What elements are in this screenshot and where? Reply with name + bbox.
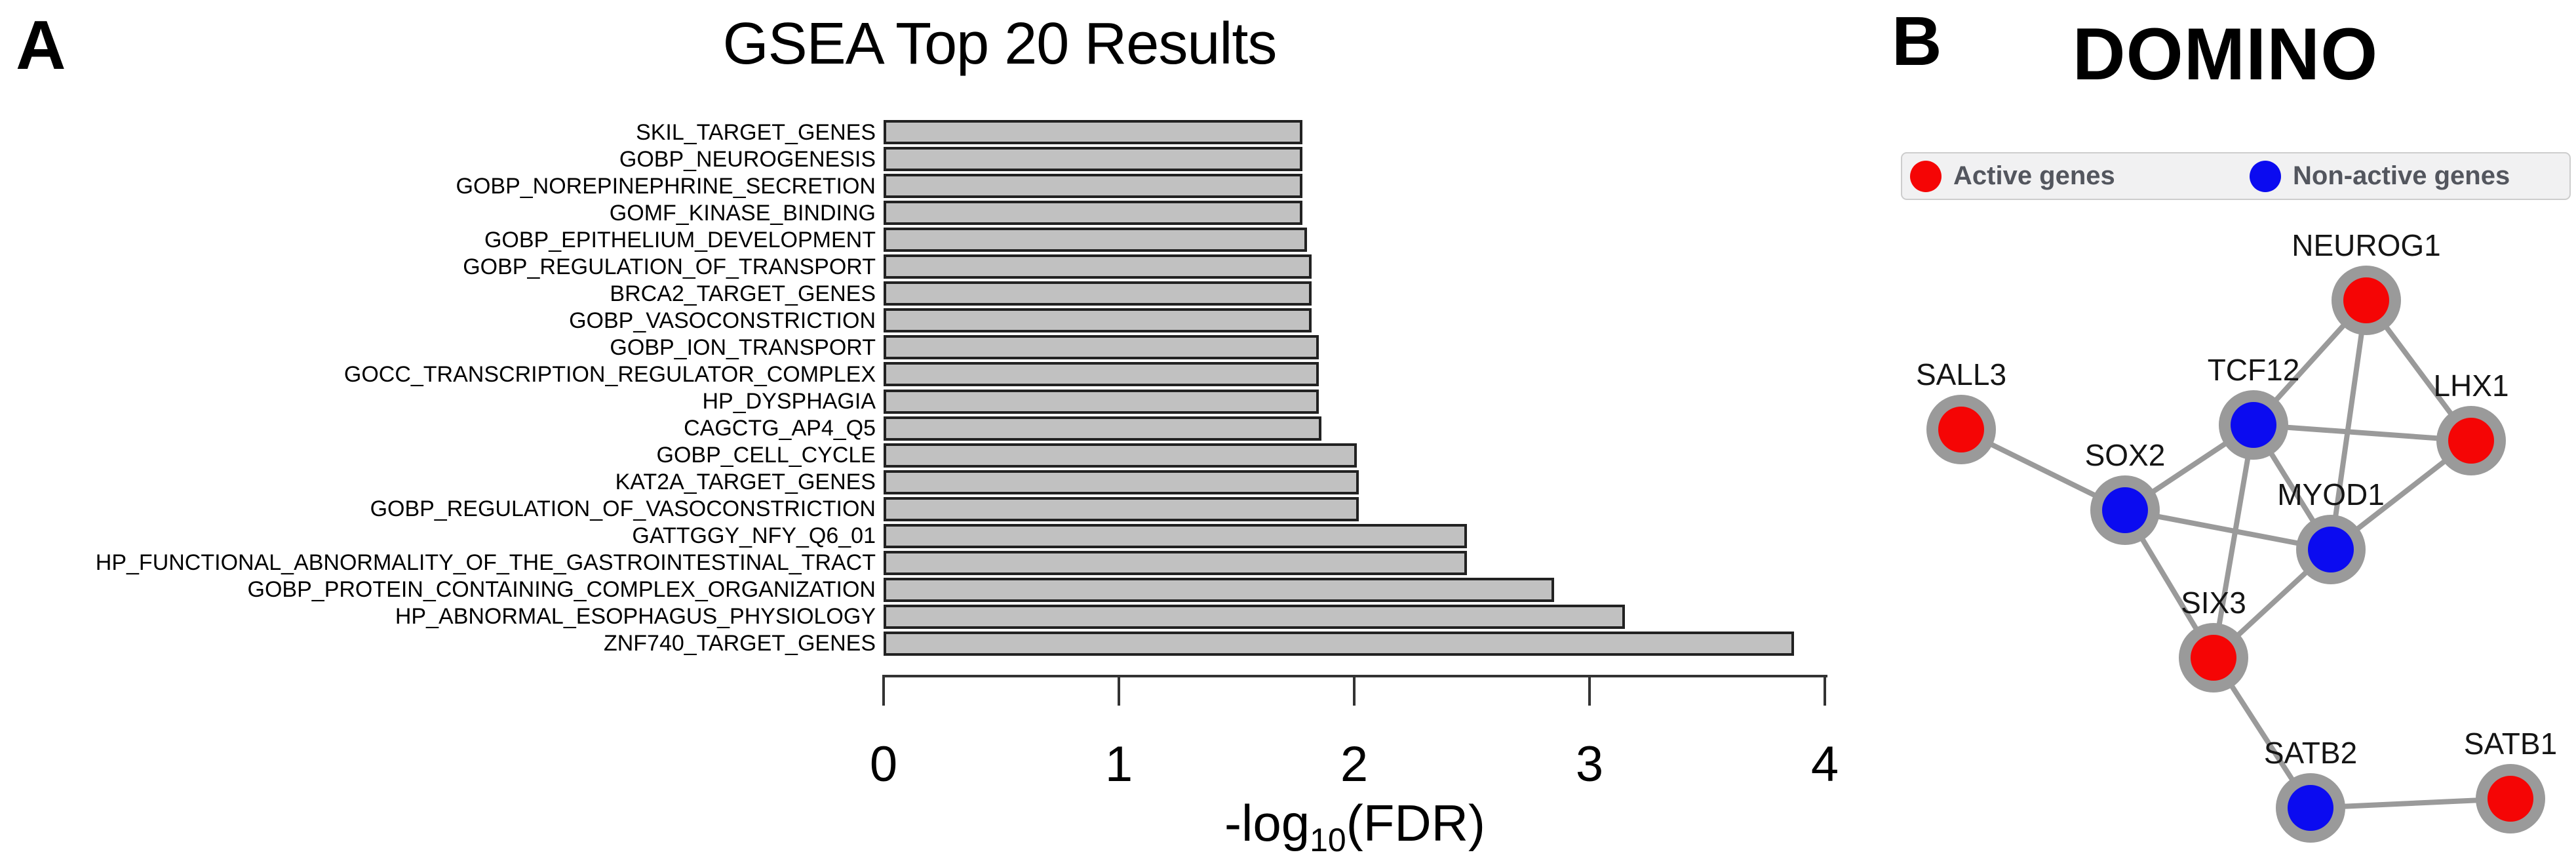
network-legend: Active genes Non-active genes [1901, 152, 2571, 200]
gene-node-label: SALL3 [1916, 357, 2006, 391]
bar-label: GOBP_CELL_CYCLE [656, 443, 876, 468]
network-edge [2328, 300, 2369, 550]
bar-label: GOBP_ION_TRANSPORT [610, 334, 876, 360]
bar [884, 201, 1302, 226]
x-axis-tick [1118, 675, 1120, 706]
gene-node-label: NEUROG1 [2292, 228, 2440, 262]
bar [884, 443, 1357, 468]
gene-node [2343, 277, 2389, 323]
gene-node-label: SOX2 [2085, 438, 2166, 472]
bar [884, 228, 1307, 252]
bar-label: GOBP_NOREPINEPHRINE_SECRETION [456, 173, 876, 199]
panel-b-label: B [1892, 3, 1942, 80]
gene-node-label: SIX3 [2181, 586, 2246, 620]
legend-item-non-active-genes: Non-active genes [2250, 153, 2510, 199]
bar-label: GOBP_REGULATION_OF_TRANSPORT [463, 254, 876, 279]
bar [884, 335, 1319, 360]
bar-label: HP_ABNORMAL_ESOPHAGUS_PHYSIOLOGY [395, 604, 876, 630]
legend-label-non-active-genes: Non-active genes [2293, 161, 2510, 190]
bar [884, 362, 1319, 387]
x-axis-tick [1824, 675, 1826, 706]
gene-node-label: MYOD1 [2277, 477, 2385, 512]
bar-label: CAGCTG_AP4_Q5 [684, 416, 876, 441]
bar-label: BRCA2_TARGET_GENES [610, 281, 876, 306]
gene-node [2448, 418, 2494, 464]
bar-label: GOBP_REGULATION_OF_VASOCONSTRICTION [370, 496, 876, 522]
bar-label: GOCC_TRANSCRIPTION_REGULATOR_COMPLEX [343, 361, 876, 387]
bar [884, 604, 1625, 629]
bar [884, 496, 1359, 521]
gene-node [2488, 776, 2533, 822]
x-axis-tick-label: 0 [869, 736, 898, 792]
gene-node [1938, 407, 1984, 452]
network-edge [2253, 422, 2472, 443]
non-active-genes-dot-icon [2250, 160, 2281, 192]
bar-label: ZNF740_TARGET_GENES [603, 631, 876, 656]
bar-label: GATTGGY_NFY_Q6_01 [632, 523, 876, 549]
bar [884, 281, 1312, 306]
x-axis-tick [1588, 675, 1591, 706]
bar-label: GOMF_KINASE_BINDING [609, 200, 876, 226]
gene-node-label: TCF12 [2208, 353, 2300, 387]
network-edge [2124, 508, 2332, 552]
legend-label-active-genes: Active genes [1953, 161, 2115, 190]
bar [884, 389, 1319, 414]
bar [884, 550, 1467, 575]
domino-title: DOMINO [2072, 13, 2379, 95]
bar-label: GOBP_PROTEIN_CONTAINING_COMPLEX_ORGANIZA… [247, 577, 876, 603]
gene-node [2288, 785, 2333, 831]
bar [884, 577, 1554, 602]
x-axis-title-prefix: -log [1224, 794, 1310, 852]
bar-label: HP_FUNCTIONAL_ABNORMALITY_OF_THE_GASTROI… [95, 550, 876, 576]
bar [884, 147, 1302, 172]
bar-label: GOBP_NEUROGENESIS [619, 146, 876, 172]
bar [884, 308, 1312, 333]
active-genes-dot-icon [1910, 160, 1942, 192]
bar [884, 631, 1794, 656]
bar [884, 416, 1321, 441]
x-axis-tick-label: 3 [1575, 736, 1604, 792]
bar-label: KAT2A_TARGET_GENES [615, 470, 876, 495]
gene-node [2308, 527, 2354, 572]
x-axis-tick-label: 4 [1810, 736, 1839, 792]
bar-label: GOBP_EPITHELIUM_DEVELOPMENT [484, 227, 876, 252]
gene-node [2191, 635, 2236, 681]
gene-node-label: SATB1 [2464, 727, 2557, 761]
bar-label: HP_DYSPHAGIA [702, 389, 876, 414]
gene-node-label: LHX1 [2433, 369, 2508, 403]
bar-label: GOBP_VASOCONSTRICTION [569, 308, 876, 333]
network-edge [2211, 424, 2256, 658]
bar [884, 254, 1312, 279]
bar [884, 120, 1302, 144]
x-axis-tick-label: 1 [1104, 736, 1133, 792]
panel-a-label: A [16, 7, 66, 84]
x-axis-title-suffix: (FDR) [1346, 794, 1485, 852]
x-axis-tick-label: 2 [1340, 736, 1369, 792]
bar [884, 470, 1359, 494]
bar-label: SKIL_TARGET_GENES [636, 119, 876, 145]
x-axis-tick [882, 675, 885, 706]
bar [884, 523, 1467, 548]
gene-node [2102, 487, 2148, 533]
x-axis-title-subscript: 10 [1310, 822, 1346, 858]
x-axis-title: -log10(FDR) [884, 793, 1826, 859]
legend-item-active-genes: Active genes [1910, 153, 2115, 199]
gene-node [2231, 402, 2276, 448]
bar [884, 174, 1302, 199]
gene-node-label: SATB2 [2264, 736, 2357, 770]
x-axis-tick [1353, 675, 1356, 706]
gsea-chart-title: GSEA Top 20 Results [722, 11, 1278, 77]
